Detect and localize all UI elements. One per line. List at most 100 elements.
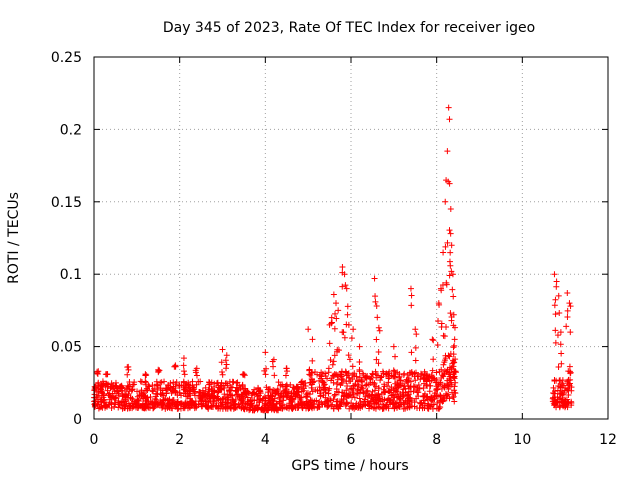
data-point <box>349 363 356 370</box>
data-point <box>115 399 122 406</box>
data-point <box>335 405 342 412</box>
data-point <box>412 357 419 364</box>
data-point <box>353 400 360 407</box>
data-point <box>442 243 449 250</box>
data-point <box>277 382 284 389</box>
data-point <box>446 116 453 123</box>
data-point <box>441 359 448 366</box>
x-tick-label: 6 <box>347 432 356 448</box>
data-point <box>366 392 373 399</box>
x-axis-label: GPS time / hours <box>291 458 408 474</box>
data-point <box>356 395 363 402</box>
data-point <box>415 381 422 388</box>
data-point <box>233 388 240 395</box>
data-point <box>94 370 101 377</box>
data-point <box>557 377 564 384</box>
data-point <box>372 298 379 305</box>
data-point <box>375 385 382 392</box>
data-point <box>444 368 451 375</box>
data-point <box>104 387 111 394</box>
data-point <box>345 352 352 359</box>
data-point <box>369 370 376 377</box>
data-point <box>94 369 101 376</box>
data-point <box>239 400 246 407</box>
data-point <box>179 400 186 407</box>
data-point <box>449 360 456 367</box>
data-point <box>329 361 336 368</box>
x-tick-label: 12 <box>599 432 617 448</box>
data-point <box>563 323 570 330</box>
data-point <box>428 377 435 384</box>
data-point <box>242 389 249 396</box>
data-point <box>314 403 321 410</box>
data-point <box>420 375 427 382</box>
data-point <box>136 402 143 409</box>
data-point <box>445 385 452 392</box>
data-point <box>262 349 269 356</box>
data-point <box>279 383 286 390</box>
data-point <box>438 320 445 327</box>
data-point <box>243 390 250 397</box>
data-point <box>318 399 325 406</box>
data-point <box>451 342 458 349</box>
data-point <box>385 370 392 377</box>
data-point <box>306 379 313 386</box>
data-point <box>451 368 458 375</box>
data-point <box>156 367 163 374</box>
data-point <box>350 385 357 392</box>
data-point <box>125 391 132 398</box>
data-point <box>557 403 564 410</box>
data-point <box>247 404 254 411</box>
data-point <box>215 404 222 411</box>
data-point <box>567 303 574 310</box>
data-point <box>185 382 192 389</box>
data-point <box>314 371 321 378</box>
data-point <box>446 227 453 234</box>
data-point <box>260 395 267 402</box>
data-point <box>181 371 188 378</box>
data-point <box>412 344 419 351</box>
data-point <box>383 401 390 408</box>
data-point <box>239 391 246 398</box>
data-point <box>198 397 205 404</box>
data-point <box>440 361 447 368</box>
data-point <box>416 405 423 412</box>
data-point <box>99 378 106 385</box>
data-point <box>345 370 352 377</box>
data-point <box>317 390 324 397</box>
data-point <box>218 386 225 393</box>
data-point <box>429 367 436 374</box>
data-point <box>339 283 346 290</box>
data-point <box>297 396 304 403</box>
data-point <box>343 285 350 292</box>
data-point <box>375 360 382 367</box>
data-point <box>260 407 267 414</box>
data-point <box>324 402 331 409</box>
data-point <box>396 395 403 402</box>
data-point <box>169 405 176 412</box>
data-point <box>218 402 225 409</box>
data-point <box>295 389 302 396</box>
data-point <box>328 319 335 326</box>
data-point <box>289 405 296 412</box>
data-point <box>412 369 419 376</box>
data-point <box>152 395 159 402</box>
data-point <box>440 249 447 256</box>
data-point <box>429 336 436 343</box>
data-point <box>342 282 349 289</box>
data-point <box>557 329 564 336</box>
data-point <box>433 386 440 393</box>
data-point <box>334 380 341 387</box>
data-point <box>134 388 141 395</box>
x-tick-label: 2 <box>175 432 184 448</box>
data-point <box>222 380 229 387</box>
x-tick-label: 8 <box>432 432 441 448</box>
data-point <box>356 358 363 365</box>
data-point <box>182 390 189 397</box>
data-point <box>210 394 217 401</box>
grid-lines <box>94 57 608 419</box>
data-point <box>282 372 289 379</box>
data-point <box>196 393 203 400</box>
data-point <box>145 401 152 408</box>
data-point <box>564 387 571 394</box>
